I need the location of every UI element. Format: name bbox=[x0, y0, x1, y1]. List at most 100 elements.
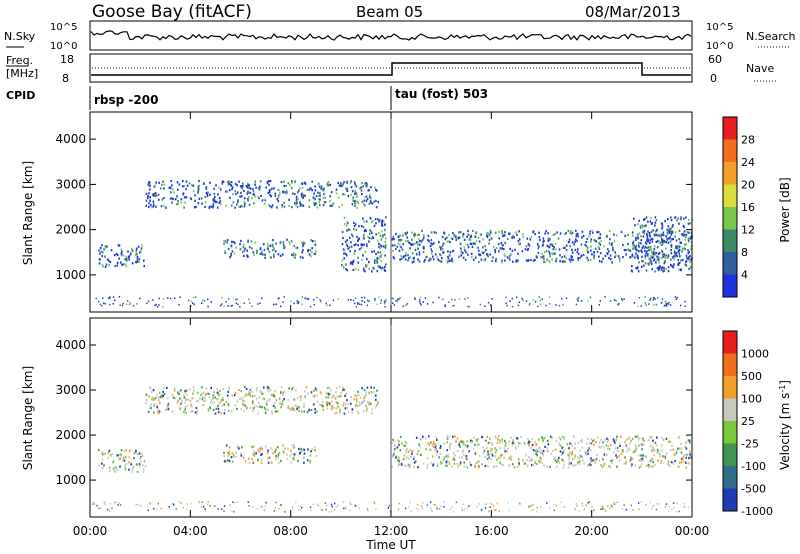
power-cell-358 bbox=[214, 201, 217, 204]
power-cell-649 bbox=[351, 261, 354, 264]
velocity-cell-1156 bbox=[528, 444, 530, 447]
power-cell-1365 bbox=[540, 256, 542, 259]
power-cell-990 bbox=[407, 259, 409, 262]
velocity-cell-10 bbox=[112, 467, 115, 470]
velocity-cell-1534 bbox=[603, 508, 606, 511]
power-cell-122 bbox=[261, 199, 264, 202]
power-cell-935 bbox=[666, 256, 669, 259]
velocity-cell-1337 bbox=[638, 502, 640, 504]
power-cell-1509 bbox=[670, 216, 672, 219]
power-cell-538 bbox=[233, 252, 236, 255]
velocity-cell-600 bbox=[270, 447, 272, 450]
velocity-cell-1002 bbox=[630, 456, 633, 459]
velocity-cell-1336 bbox=[421, 507, 424, 510]
power-cell-731 bbox=[346, 244, 349, 248]
power-cell-155 bbox=[283, 205, 286, 208]
power-cell-1540 bbox=[651, 268, 654, 271]
power-cell-1128 bbox=[546, 244, 549, 247]
power-cell-119 bbox=[241, 187, 243, 190]
velocity-cell-1206 bbox=[590, 457, 592, 460]
velocity-cell-886 bbox=[631, 437, 634, 440]
velocity-cell-234 bbox=[327, 387, 329, 390]
velocity-cell-1024 bbox=[503, 447, 506, 450]
power-cell-1713 bbox=[647, 238, 649, 241]
velocity-cell-271 bbox=[226, 394, 229, 397]
velocity-cell-635 bbox=[244, 460, 247, 463]
velocity-cell-1367 bbox=[536, 510, 538, 513]
velocity-cell-54 bbox=[124, 466, 126, 470]
velocity-cell-773 bbox=[688, 457, 690, 460]
velocity-cell-1217 bbox=[613, 439, 615, 442]
velocity-cell-1404 bbox=[430, 509, 433, 511]
velocity-cell-162 bbox=[258, 405, 260, 408]
power-cell-780 bbox=[357, 239, 359, 243]
velocity-cell-1426 bbox=[431, 510, 433, 512]
power-cell-839 bbox=[467, 229, 469, 233]
velocity-cell-1393 bbox=[104, 503, 106, 506]
velocity-cell-1132 bbox=[539, 456, 542, 459]
velocity-cell-1187 bbox=[554, 459, 557, 462]
velocity-cell-141 bbox=[243, 409, 246, 413]
velocity-cell-98 bbox=[256, 405, 258, 408]
velocity-cell-876 bbox=[537, 447, 540, 450]
velocity-cell-1074 bbox=[452, 458, 454, 461]
power-cell-463 bbox=[253, 202, 255, 205]
power-cell-1851 bbox=[467, 297, 469, 299]
power-cell-1933 bbox=[652, 304, 655, 306]
power-cell-533 bbox=[310, 255, 312, 258]
power-cell-1036 bbox=[640, 239, 643, 242]
power-cell-252 bbox=[192, 189, 195, 193]
velocity-cell-1196 bbox=[568, 447, 570, 450]
velocity-cell-443 bbox=[274, 406, 277, 409]
power-cell-1638 bbox=[660, 268, 663, 271]
power-cell-445 bbox=[301, 182, 304, 186]
velocity-cell-204 bbox=[178, 393, 180, 396]
velocity-cell-1240 bbox=[435, 453, 438, 456]
power-cell-34 bbox=[102, 265, 104, 268]
power-cell-1905 bbox=[609, 300, 612, 302]
velocity-cell-1462 bbox=[498, 510, 500, 513]
power-cell-815 bbox=[343, 252, 345, 255]
power-cell-666 bbox=[383, 233, 386, 236]
velocity-cell-30 bbox=[136, 470, 139, 474]
power-cell-1382 bbox=[615, 254, 617, 257]
cpid-segment-1: rbsp -200 bbox=[94, 93, 158, 107]
velocity-cell-1351 bbox=[549, 507, 551, 510]
velocity-cell-397 bbox=[269, 398, 271, 401]
velocity-cell-1546 bbox=[247, 501, 249, 503]
power-cell-75 bbox=[143, 265, 145, 268]
velocity-cell-68 bbox=[103, 464, 105, 467]
power-cell-556 bbox=[266, 242, 269, 245]
power-cell-764 bbox=[373, 250, 376, 253]
velocity-cell-45 bbox=[137, 452, 139, 455]
velocity-cell-152 bbox=[158, 410, 161, 413]
power-cell-46 bbox=[98, 262, 101, 265]
power-cell-1322 bbox=[580, 243, 583, 246]
velocity-cell-724 bbox=[558, 436, 561, 439]
power-cell-1597 bbox=[674, 235, 676, 238]
velocity-cell-366 bbox=[322, 408, 324, 411]
power-cell-498 bbox=[310, 187, 312, 190]
power-cell-1073 bbox=[422, 233, 425, 236]
power-cell-1216 bbox=[423, 236, 425, 239]
power-cell-1453 bbox=[608, 257, 610, 260]
velocity-cell-1514 bbox=[278, 508, 280, 510]
power-colorbar-tick-0: 4 bbox=[741, 269, 748, 282]
velocity-cell-682 bbox=[563, 463, 565, 466]
velocity-cell-384 bbox=[185, 398, 187, 401]
velocity-cell-113 bbox=[167, 402, 170, 405]
power-cell-882 bbox=[418, 253, 421, 256]
velocity-cell-559 bbox=[277, 446, 279, 449]
power-cell-1144 bbox=[511, 249, 514, 252]
velocity-cell-738 bbox=[629, 459, 631, 462]
velocity-cell-284 bbox=[345, 392, 348, 395]
power-cell-310 bbox=[204, 205, 206, 209]
velocity-cell-642 bbox=[286, 457, 289, 460]
velocity-cell-376 bbox=[350, 395, 352, 398]
velocity-cell-1569 bbox=[336, 506, 338, 508]
power-cell-1532 bbox=[644, 241, 647, 244]
velocity-cell-348 bbox=[222, 397, 224, 400]
velocity-cell-609 bbox=[260, 453, 262, 456]
velocity-cell-566 bbox=[259, 447, 261, 450]
velocity-cell-1478 bbox=[204, 508, 206, 510]
